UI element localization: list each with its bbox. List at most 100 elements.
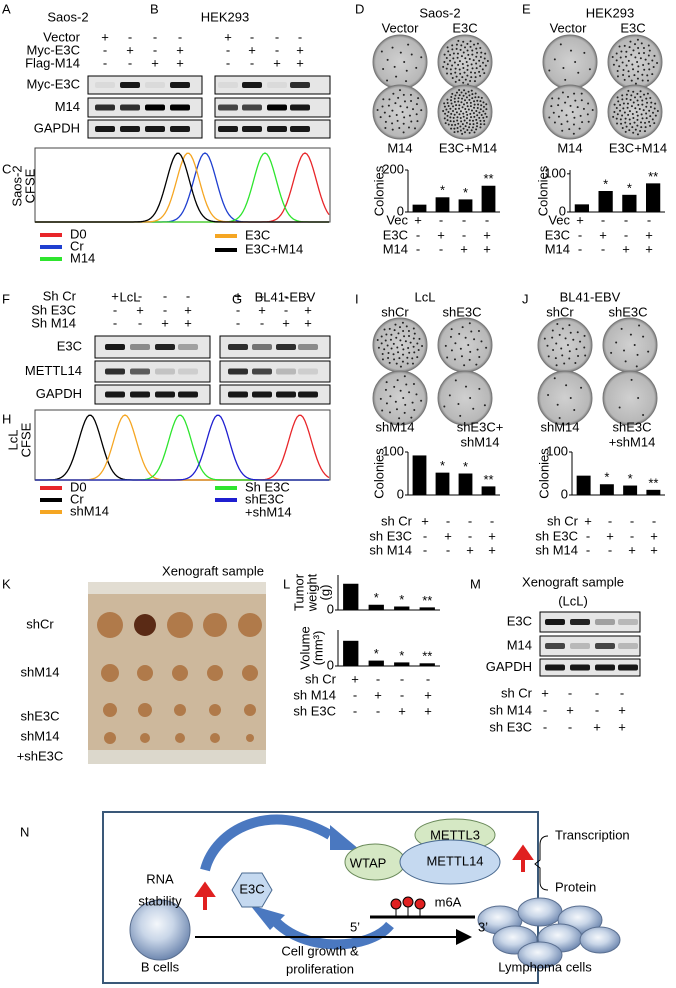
colony [634, 128, 637, 131]
significance: * [399, 648, 404, 663]
colony [443, 105, 446, 108]
colony [471, 126, 474, 129]
colony [619, 56, 622, 59]
colony [451, 92, 454, 95]
colony [643, 51, 646, 54]
colony [566, 120, 569, 123]
band [545, 643, 565, 649]
colony [449, 116, 452, 119]
colony [465, 117, 468, 120]
sign: - [153, 42, 157, 57]
colony [455, 91, 458, 94]
colony [475, 55, 478, 58]
colony [480, 340, 483, 343]
sign: - [543, 719, 547, 734]
colony [446, 63, 449, 66]
colony [469, 80, 472, 83]
colony [583, 51, 586, 54]
bar [435, 472, 450, 495]
colony [385, 333, 388, 336]
tumor [140, 733, 150, 743]
colony [447, 50, 450, 53]
colony [624, 130, 627, 133]
tumor [104, 732, 116, 744]
colony [478, 387, 481, 390]
panel-letter: B [150, 1, 159, 16]
colony [446, 98, 449, 101]
significance: * [627, 180, 632, 195]
colony [473, 100, 476, 103]
sign: - [630, 513, 634, 528]
colony [445, 67, 448, 70]
colony [450, 72, 453, 75]
colony [399, 389, 402, 392]
tumor [244, 704, 256, 716]
ruler [88, 750, 266, 764]
colony [562, 67, 565, 70]
sign: + [296, 55, 304, 70]
band [130, 391, 150, 398]
colony [483, 123, 486, 126]
colony [404, 340, 407, 343]
colony [460, 120, 463, 123]
colony [402, 122, 405, 125]
colony [461, 132, 464, 135]
colony [402, 353, 405, 356]
tumor [210, 733, 220, 743]
colony [450, 127, 453, 130]
colony [420, 399, 423, 402]
sign: + [234, 288, 242, 303]
colony [480, 96, 483, 99]
condition-label: E3C [383, 227, 408, 242]
colony [645, 112, 648, 115]
colony [457, 39, 460, 42]
colony [479, 55, 482, 58]
colony [454, 123, 457, 126]
colony [646, 74, 649, 77]
colony [465, 61, 468, 63]
colony [559, 43, 562, 46]
bar [368, 604, 384, 610]
colony [479, 46, 482, 49]
colony [458, 94, 461, 97]
label: 3’ [478, 919, 488, 934]
colony [458, 332, 461, 335]
colony [394, 102, 397, 105]
sign: + [645, 227, 653, 242]
blot [219, 335, 331, 359]
colony [570, 49, 573, 52]
colony [391, 46, 394, 49]
colony [634, 56, 637, 59]
label: shE3C [20, 708, 59, 723]
colony [649, 105, 652, 108]
colony [386, 58, 389, 61]
colony [555, 364, 558, 367]
colony [618, 45, 621, 48]
sign: - [426, 671, 430, 686]
colony [447, 111, 450, 113]
colony [638, 52, 641, 55]
bar [623, 485, 638, 495]
colony [468, 126, 471, 129]
colony [377, 346, 380, 349]
colony [479, 123, 482, 126]
panel-title: LcL [120, 289, 141, 304]
legend-label: Cr [70, 491, 84, 506]
bar [458, 473, 473, 495]
colony [631, 113, 634, 116]
colony [460, 101, 463, 104]
colony [384, 388, 387, 391]
colony [476, 114, 479, 117]
panel-letter: J [522, 291, 529, 306]
colony [648, 49, 651, 52]
colony [410, 53, 413, 56]
label: E3C [452, 20, 477, 35]
colony [656, 61, 659, 64]
colony [471, 49, 474, 52]
sign: - [624, 227, 628, 242]
sign: + [628, 542, 636, 557]
sign: - [250, 55, 254, 70]
colony [483, 72, 486, 75]
sign: - [186, 288, 190, 303]
colony [621, 98, 624, 101]
